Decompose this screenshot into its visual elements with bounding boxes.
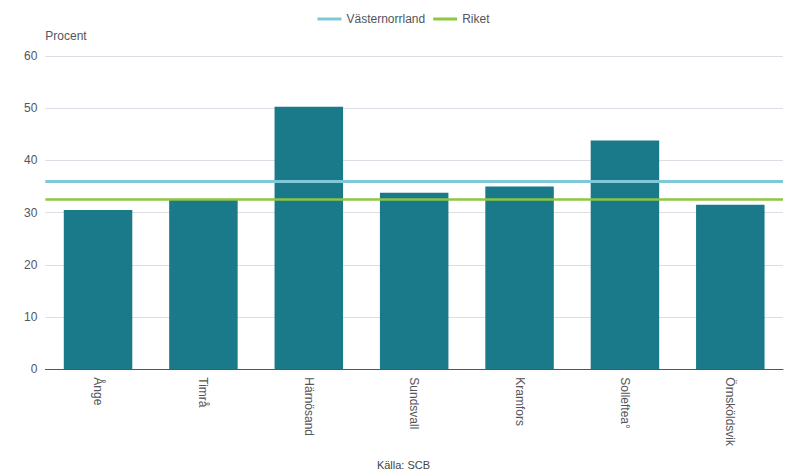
svg-text:Västernorrland: Västernorrland	[346, 12, 425, 26]
svg-text:Källa: SCB: Källa: SCB	[377, 459, 430, 471]
svg-text:60: 60	[24, 49, 38, 63]
svg-text:Kramfors: Kramfors	[513, 377, 527, 426]
svg-text:20: 20	[24, 258, 38, 272]
svg-text:10: 10	[24, 310, 38, 324]
svg-text:Procent: Procent	[45, 29, 87, 43]
svg-text:30: 30	[24, 206, 38, 220]
svg-text:Ånge: Ånge	[91, 377, 106, 405]
svg-text:Sundsvall: Sundsvall	[407, 377, 421, 429]
svg-text:Solleftea°: Solleftea°	[618, 377, 632, 429]
svg-text:Riket: Riket	[462, 12, 490, 26]
svg-text:0: 0	[31, 362, 38, 376]
svg-text:40: 40	[24, 153, 38, 167]
svg-text:Härnösand: Härnösand	[302, 377, 316, 436]
svg-text:Örnsköldsvik: Örnsköldsvik	[723, 377, 737, 447]
svg-text:Timrå: Timrå	[196, 377, 210, 408]
svg-text:50: 50	[24, 101, 38, 115]
